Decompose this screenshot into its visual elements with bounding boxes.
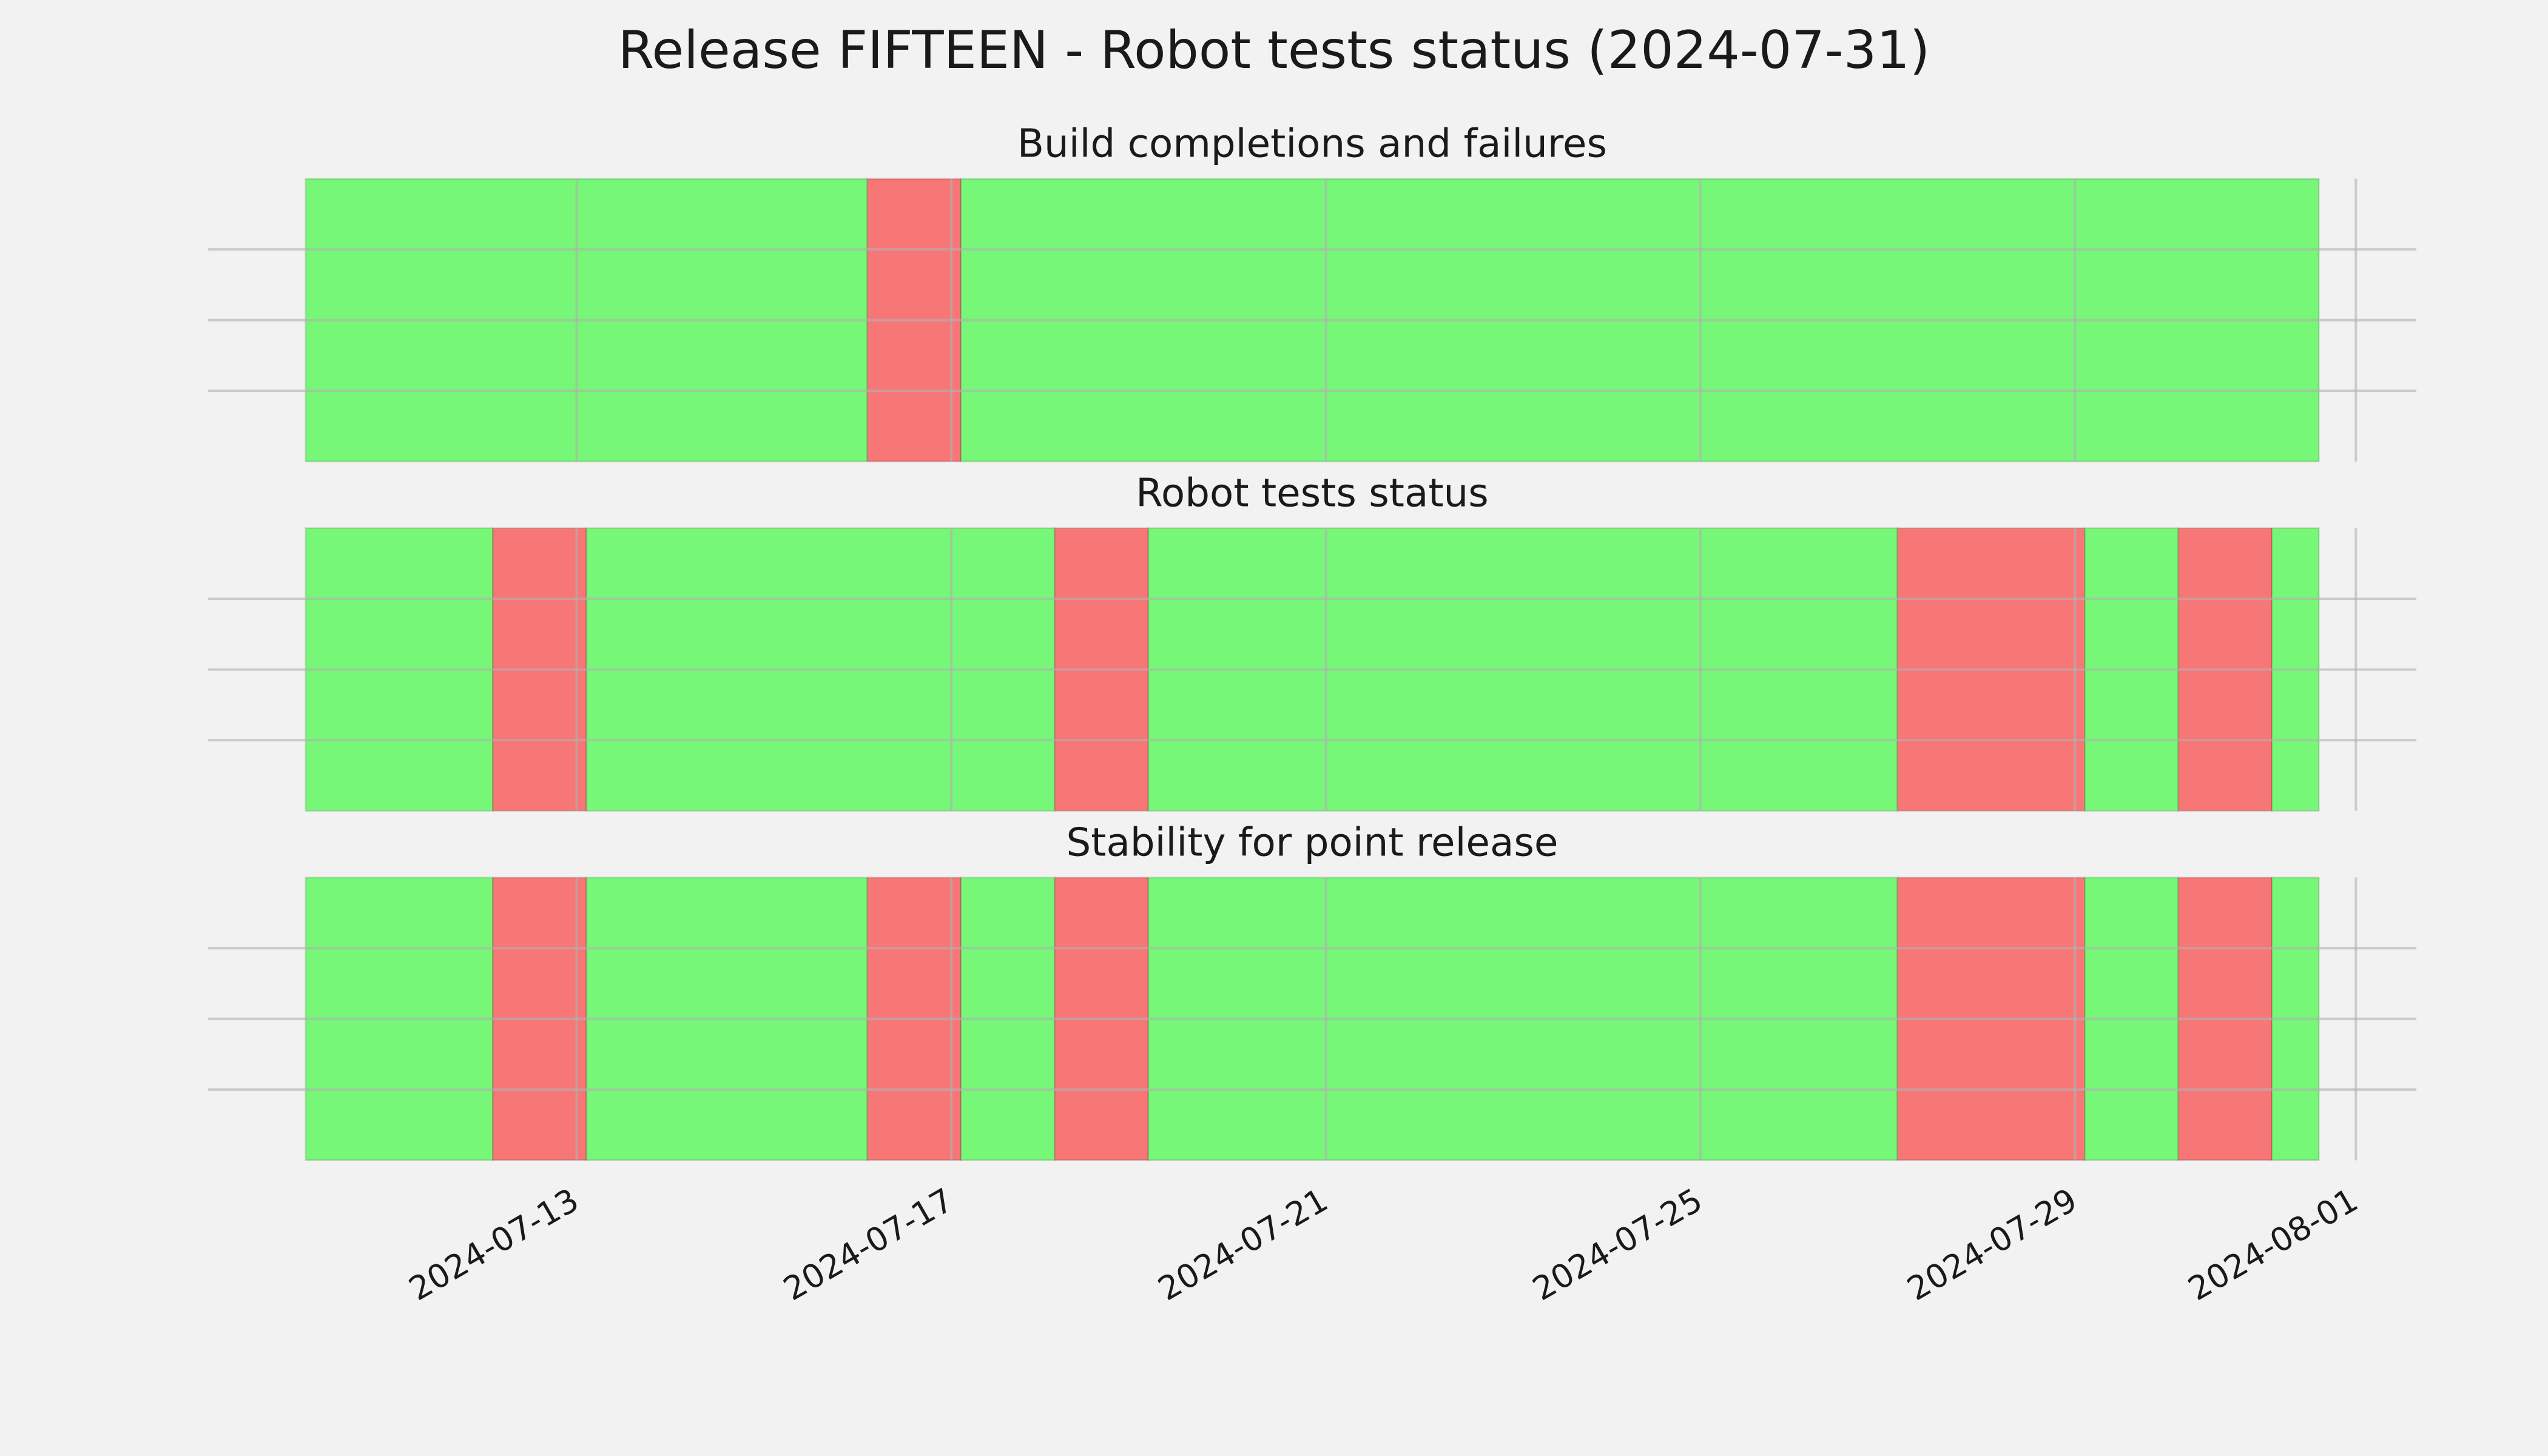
panel-title: Stability for point release bbox=[1067, 820, 1559, 865]
chart-title: Release FIFTEEN - Robot tests status (20… bbox=[618, 20, 1930, 81]
panel-title: Robot tests status bbox=[1136, 471, 1489, 516]
panel-title: Build completions and failures bbox=[1017, 121, 1607, 167]
